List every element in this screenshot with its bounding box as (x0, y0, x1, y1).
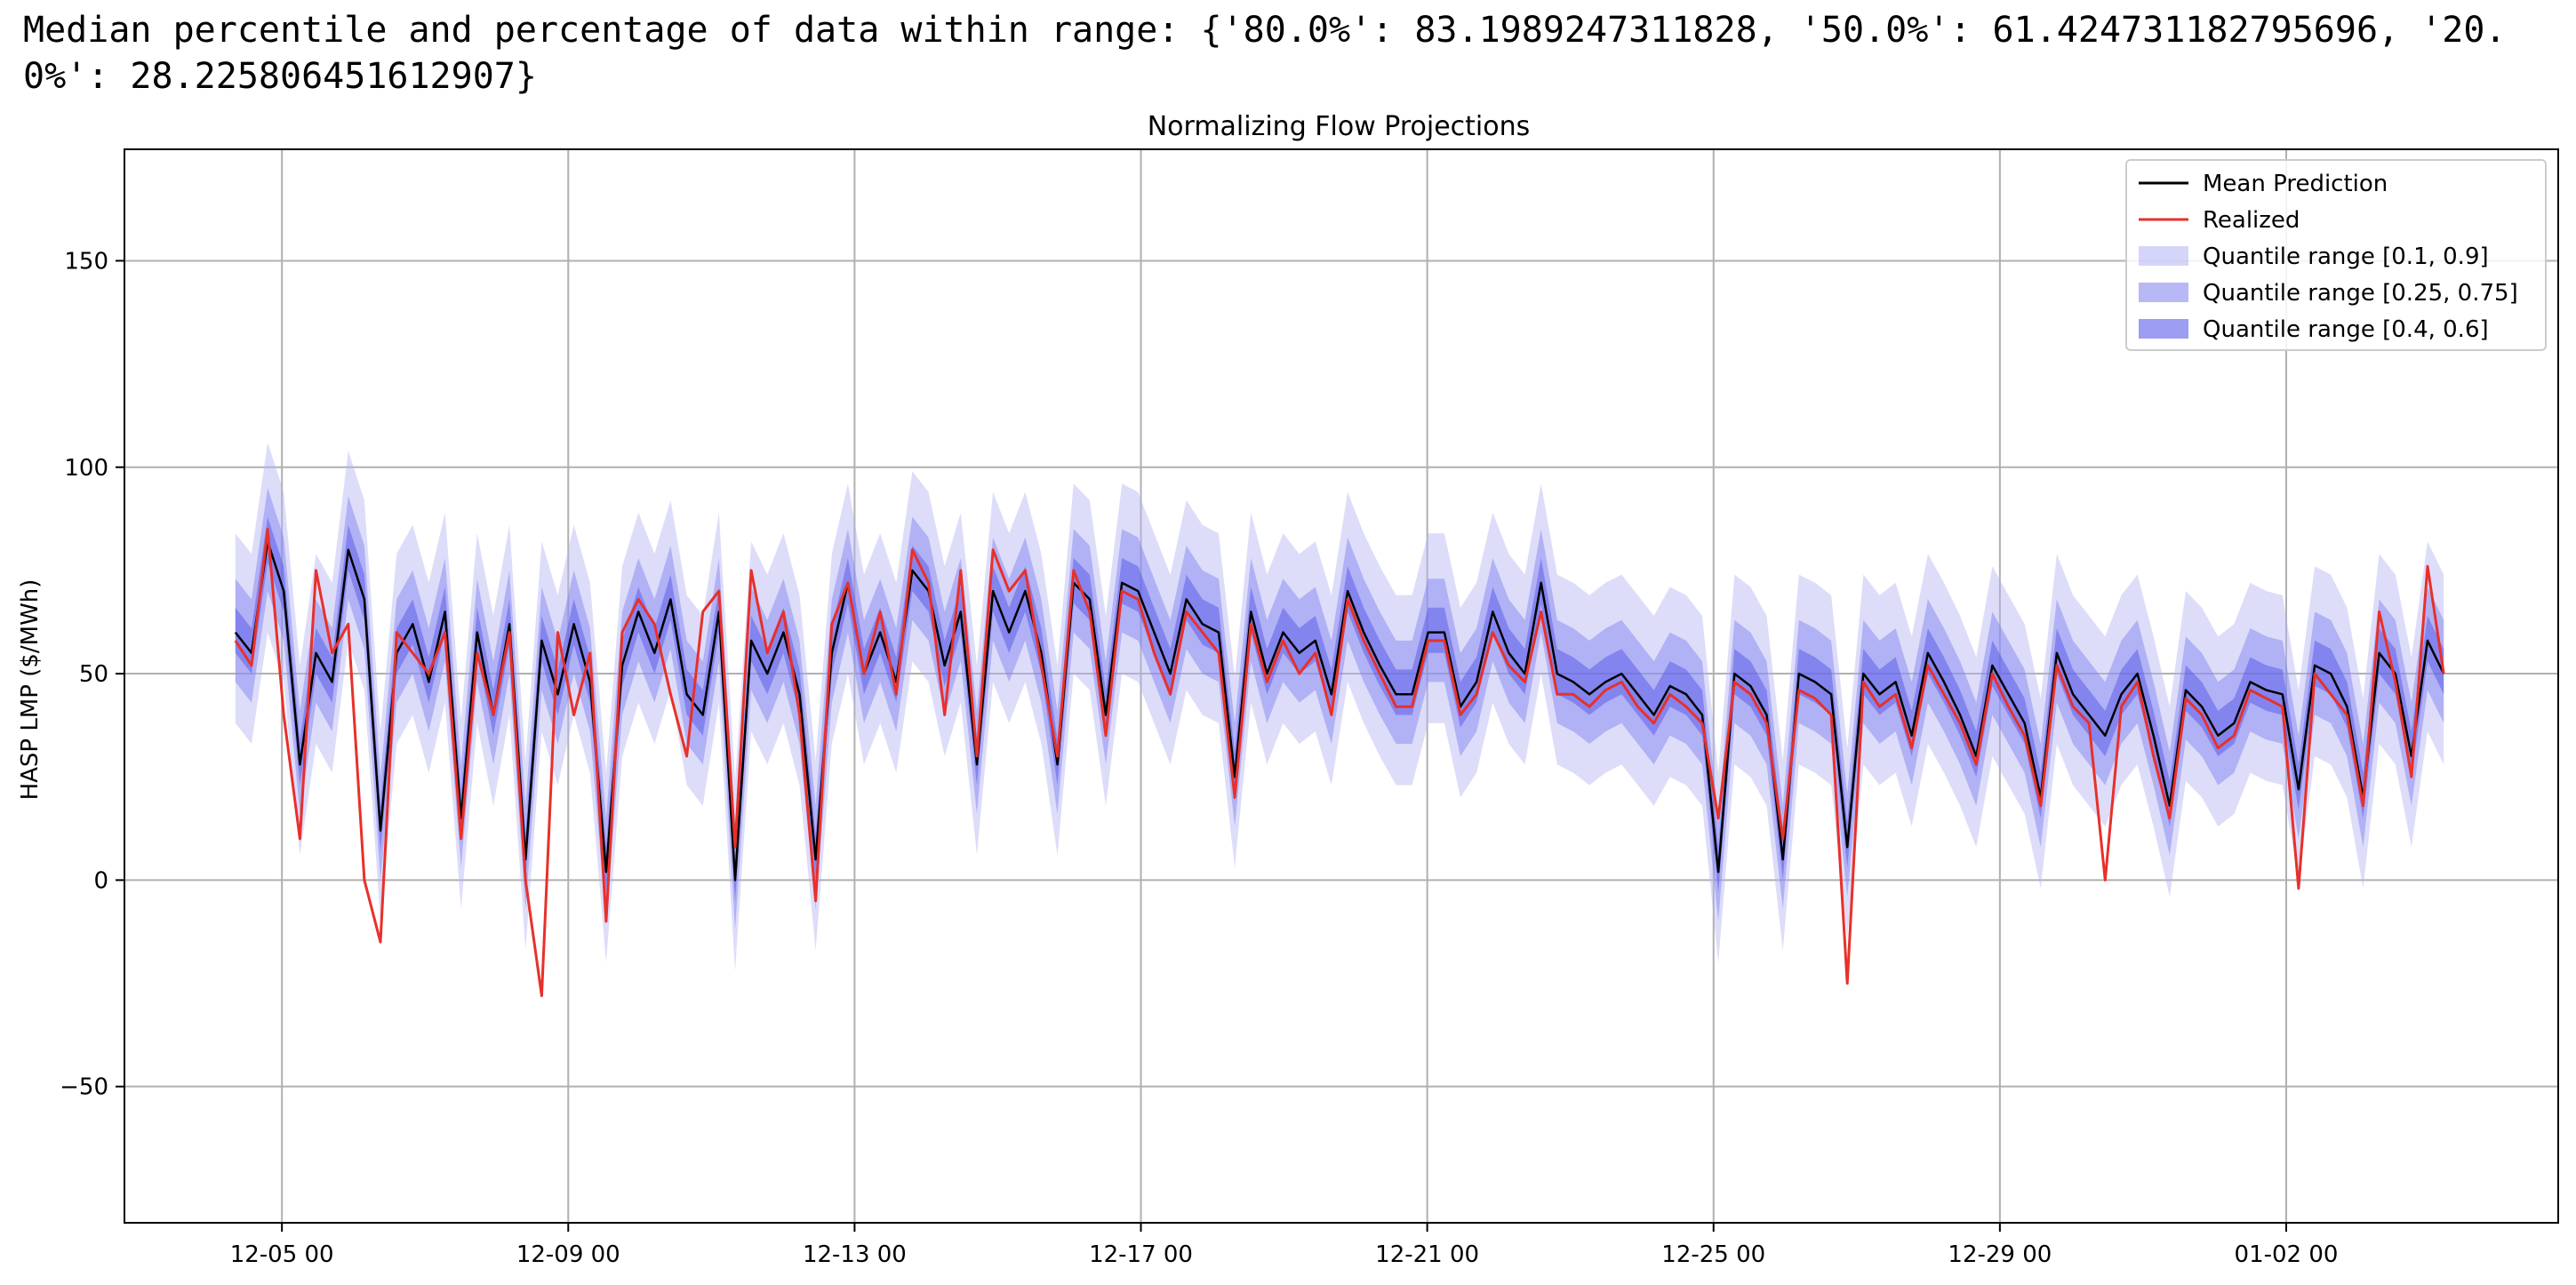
legend-label: Realized (2203, 207, 2300, 234)
legend-box (2125, 159, 2547, 351)
y-tick-label: 150 (64, 248, 108, 275)
y-tick-label: −50 (60, 1074, 108, 1101)
legend-swatch (2139, 319, 2188, 339)
band-band_mid (235, 488, 2444, 930)
y-tick-label: 100 (64, 455, 108, 482)
x-tick-label: 12-25 00 (1661, 1241, 1765, 1268)
legend-label: Quantile range [0.4, 0.6] (2203, 316, 2489, 343)
axis-ticks: −50 0 50 100 150 12-05 00 12-09 00 12-13 00 12-1… (60, 248, 2338, 1268)
legend-swatch (2139, 246, 2188, 266)
x-tick-label: 12-29 00 (1948, 1241, 2052, 1268)
series-lines (234, 527, 2445, 997)
x-tick-label: 12-17 00 (1089, 1241, 1193, 1268)
quantile-bands (235, 442, 2444, 971)
y-tick-label: 50 (79, 661, 108, 688)
chart-title: Normalizing Flow Projections (1148, 111, 1531, 142)
legend-label: Quantile range [0.25, 0.75] (2203, 280, 2518, 307)
x-tick-label: 12-05 00 (230, 1241, 334, 1268)
x-tick-label: 12-13 00 (803, 1241, 907, 1268)
y-tick-label: 0 (93, 867, 108, 894)
legend-label: Quantile range [0.1, 0.9] (2203, 243, 2489, 270)
series-line-mean (234, 540, 2445, 882)
y-axis-label: HASP LMP ($/MWh) (17, 579, 44, 801)
header-text: Median percentile and percentage of data… (23, 10, 2507, 97)
plot-frame (124, 148, 2559, 1224)
legend: Mean Prediction Realized Quantile range [0… (2125, 159, 2547, 351)
series-line-realized (234, 527, 2445, 997)
legend-label: Mean Prediction (2203, 171, 2388, 197)
x-tick-label: 12-21 00 (1375, 1241, 1479, 1268)
x-tick-label: 12-09 00 (516, 1241, 620, 1268)
legend-swatch (2139, 283, 2188, 302)
x-tick-label: 01-02 00 (2235, 1241, 2339, 1268)
band-band_outer (235, 442, 2444, 971)
